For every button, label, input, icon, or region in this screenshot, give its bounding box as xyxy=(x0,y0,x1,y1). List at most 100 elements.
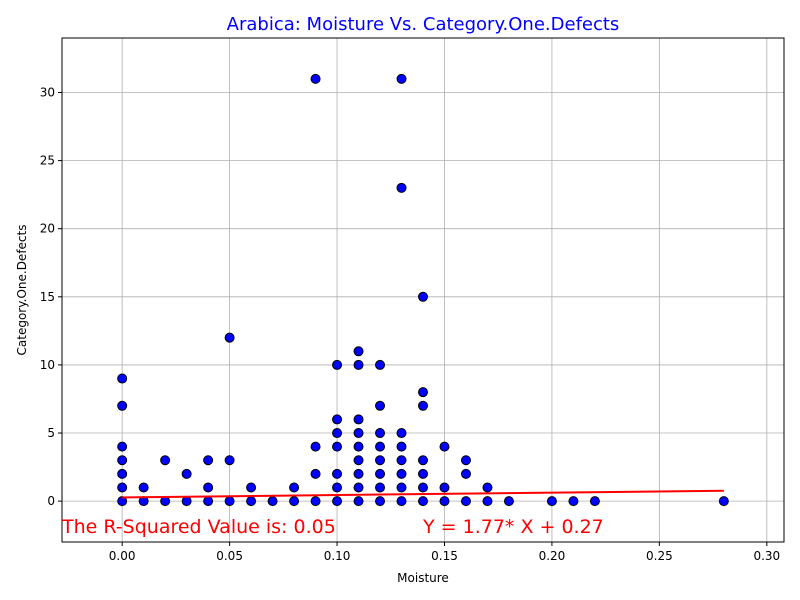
x-tick-label: 0.05 xyxy=(216,549,243,563)
data-point xyxy=(375,482,386,493)
x-axis-title: Moisture xyxy=(397,571,449,585)
data-point xyxy=(589,496,600,507)
y-tick-label: 20 xyxy=(40,222,55,236)
x-tick-label: 0.10 xyxy=(324,549,351,563)
x-tick-label: 0.20 xyxy=(539,549,566,563)
chart-title: Arabica: Moisture Vs. Category.One.Defec… xyxy=(227,14,620,35)
data-point xyxy=(418,468,428,479)
y-tick-label: 0 xyxy=(47,494,55,508)
data-point xyxy=(353,441,364,452)
y-tick-label: 10 xyxy=(40,358,55,372)
data-point xyxy=(418,496,428,507)
data-point xyxy=(353,346,364,357)
data-point xyxy=(332,496,343,507)
data-point xyxy=(396,496,407,507)
data-point xyxy=(439,496,450,507)
data-point xyxy=(332,428,343,439)
data-point xyxy=(117,441,128,452)
data-point xyxy=(396,73,407,84)
plot-frame xyxy=(61,37,785,543)
data-point xyxy=(117,373,128,384)
data-point xyxy=(418,387,428,398)
data-point xyxy=(375,428,386,439)
data-point xyxy=(310,441,321,452)
data-point xyxy=(396,428,407,439)
data-point xyxy=(439,482,450,493)
data-points xyxy=(117,73,729,507)
data-point xyxy=(568,496,579,507)
data-point xyxy=(353,414,364,425)
data-point xyxy=(375,441,386,452)
data-point xyxy=(117,455,128,466)
regression-equation-annotation: Y = 1.77* X + 0.27 xyxy=(422,516,604,538)
data-point xyxy=(289,496,300,507)
data-point xyxy=(117,400,128,411)
axis-ticks: 0.00 0.05 0.10 0.15 0.20 0.25 0.30 0 5 10 15 20 25 30 xyxy=(40,85,780,563)
data-point xyxy=(224,496,235,507)
data-point xyxy=(375,496,386,507)
data-point xyxy=(375,468,386,479)
y-tick-label: 30 xyxy=(40,85,55,99)
data-point xyxy=(181,468,192,479)
data-point xyxy=(310,468,321,479)
data-point xyxy=(418,400,428,411)
data-point xyxy=(310,73,321,84)
y-tick-label: 25 xyxy=(40,154,55,168)
data-point xyxy=(310,496,321,507)
y-tick-label: 5 xyxy=(47,426,55,440)
x-tick-label: 0.30 xyxy=(753,549,780,563)
data-point xyxy=(160,455,171,466)
data-point xyxy=(396,182,407,193)
data-point xyxy=(332,441,343,452)
data-point xyxy=(439,441,450,452)
data-point xyxy=(396,482,407,493)
data-point xyxy=(332,482,343,493)
data-point xyxy=(503,496,514,507)
data-point xyxy=(396,468,407,479)
data-point xyxy=(332,359,343,370)
data-point xyxy=(203,496,214,507)
data-point xyxy=(267,496,278,507)
data-point xyxy=(460,496,471,507)
data-point xyxy=(289,482,300,493)
data-point xyxy=(482,496,493,507)
data-point xyxy=(246,482,257,493)
data-point xyxy=(718,496,729,507)
data-point xyxy=(138,482,149,493)
data-point xyxy=(375,359,386,370)
data-point xyxy=(246,496,257,507)
x-tick-label: 0.25 xyxy=(646,549,673,563)
data-point xyxy=(353,359,364,370)
data-point xyxy=(332,468,343,479)
data-point xyxy=(353,428,364,439)
data-point xyxy=(203,482,214,493)
data-point xyxy=(353,496,364,507)
data-point xyxy=(418,482,428,493)
data-point xyxy=(181,496,192,507)
data-point xyxy=(117,482,128,493)
y-tick-label: 15 xyxy=(40,290,55,304)
data-point xyxy=(375,400,386,411)
grid-lines xyxy=(62,38,784,542)
regression-layer xyxy=(122,489,724,499)
data-point xyxy=(418,455,428,466)
data-point xyxy=(418,291,428,302)
data-point xyxy=(353,482,364,493)
data-point xyxy=(224,455,235,466)
data-point xyxy=(375,455,386,466)
data-point xyxy=(224,332,235,343)
data-point xyxy=(460,468,471,479)
regression-line xyxy=(122,489,724,499)
data-point xyxy=(332,414,343,425)
r-squared-annotation: The R-Squared Value is: 0.05 xyxy=(61,516,336,538)
data-point xyxy=(546,496,557,507)
x-tick-label: 0.15 xyxy=(431,549,458,563)
x-tick-label: 0.00 xyxy=(109,549,136,563)
data-point xyxy=(353,455,364,466)
data-point xyxy=(396,441,407,452)
data-point xyxy=(203,455,214,466)
data-point xyxy=(482,482,493,493)
